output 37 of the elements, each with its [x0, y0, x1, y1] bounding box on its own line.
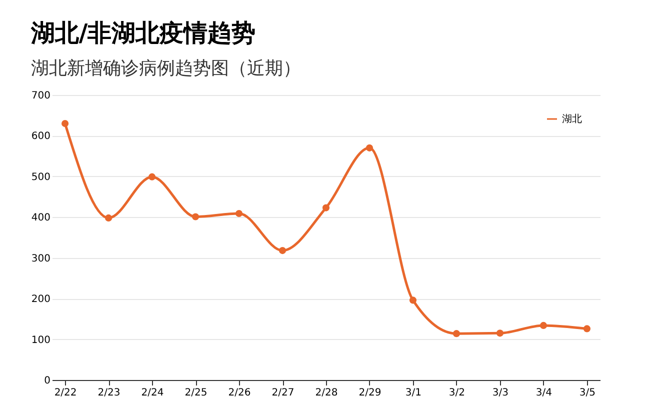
y-tick-label: 0 — [44, 376, 50, 386]
y-tick-label: 400 — [31, 212, 50, 224]
point — [540, 322, 547, 329]
chart-title: 湖北/非湖北疫情趋势 — [30, 19, 256, 47]
point — [583, 325, 590, 332]
x-tick-label: 2/28 — [315, 388, 338, 398]
point — [366, 144, 374, 152]
y-tick-label: 100 — [31, 334, 50, 346]
x-tick-label: 2/23 — [98, 388, 120, 398]
legend-label: 湖北 — [562, 113, 582, 125]
x-tick-label: 2/26 — [228, 388, 251, 398]
x-tick-label: 3/1 — [405, 388, 422, 398]
x-tick-label: 2/22 — [54, 388, 77, 398]
y-tick-label: 300 — [31, 253, 50, 264]
chart-subtitle: 湖北新增确诊病例趋势图（近期） — [30, 58, 301, 79]
point — [452, 330, 460, 338]
point — [322, 204, 330, 212]
y-tick-label: 200 — [31, 294, 50, 306]
x-tick-label: 2/24 — [141, 388, 164, 398]
point — [409, 296, 417, 304]
x-tick-label: 2/25 — [184, 388, 208, 398]
point — [278, 247, 286, 254]
point — [235, 210, 243, 218]
x-tick-label: 3/4 — [536, 388, 552, 398]
point — [62, 120, 69, 128]
x-tick-label: 2/27 — [272, 388, 294, 398]
x-tick-label: 3/2 — [448, 388, 466, 398]
x-tick-label: 3/5 — [579, 388, 596, 398]
point — [192, 213, 200, 220]
y-tick-label: 700 — [31, 90, 50, 102]
point — [496, 330, 504, 337]
point — [148, 173, 156, 180]
x-tick-label: 3/3 — [492, 388, 509, 398]
y-tick-label: 600 — [31, 131, 50, 142]
y-tick-label: 500 — [31, 172, 50, 183]
x-tick-label: 2/29 — [358, 388, 382, 398]
point — [105, 214, 112, 222]
